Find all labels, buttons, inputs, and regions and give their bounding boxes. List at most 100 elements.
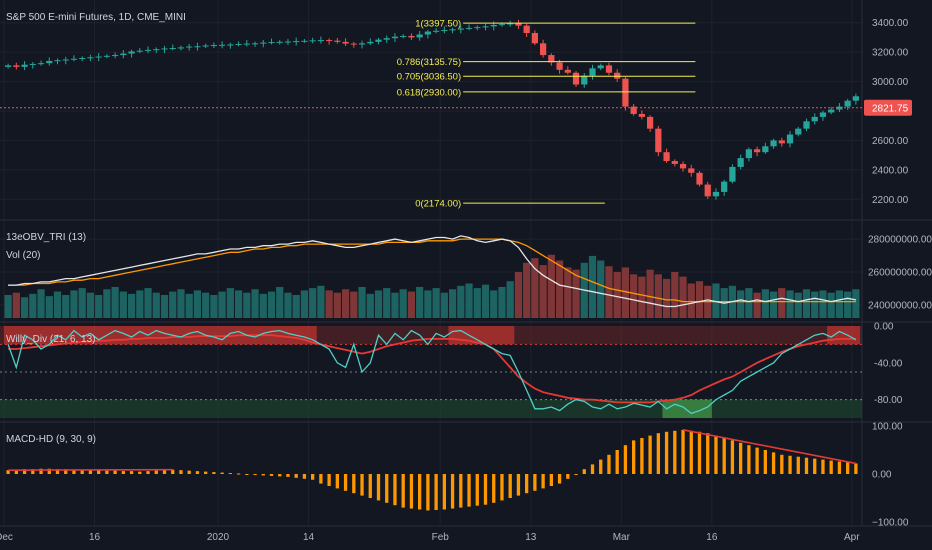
candle-body — [721, 181, 728, 192]
candle-body — [276, 41, 283, 43]
candle-body — [597, 65, 604, 69]
candle-body — [762, 146, 769, 153]
macd-histogram-bar — [352, 474, 356, 494]
macd-histogram-bar — [80, 469, 84, 474]
macd-histogram-bar — [829, 460, 833, 474]
candle-body — [112, 55, 119, 57]
macd-histogram-bar — [739, 442, 743, 474]
volume-bar — [407, 291, 416, 318]
macd-histogram-bar — [278, 474, 282, 477]
candle-body — [408, 35, 415, 38]
obv-tick-label: 280000000.00 — [868, 235, 932, 246]
macd-histogram-bar — [6, 470, 10, 474]
macd-histogram-bar — [220, 472, 224, 474]
volume-bar — [737, 290, 745, 318]
macd-histogram-bar — [615, 450, 619, 474]
volume-bar — [481, 284, 490, 318]
macd-histogram-bar — [747, 445, 751, 474]
candle-body — [210, 45, 217, 47]
macd-histogram-bar — [796, 456, 800, 474]
macd-histogram-bar — [508, 474, 512, 498]
macd-histogram-bar — [146, 471, 150, 474]
volume-bar — [95, 295, 103, 318]
candle-body — [819, 112, 827, 117]
macd-indicator-title[interactable]: MACD-HD (9, 30, 9) — [6, 434, 96, 445]
candle-body — [161, 48, 168, 50]
symbol-title[interactable]: S&P 500 E-mini Futures, 1D, CME_MINI — [6, 12, 186, 23]
volume-bar — [465, 283, 473, 318]
volume-bar — [276, 286, 284, 318]
candle-body — [745, 149, 752, 159]
volume-bar — [440, 292, 448, 318]
macd-histogram-bar — [681, 429, 685, 474]
candle-body — [235, 44, 242, 46]
macd-histogram-bar — [813, 458, 817, 474]
willy-y-axis: 0.00 -40.00 -80.00 — [874, 322, 903, 407]
macd-histogram — [6, 429, 858, 511]
volume-bar — [284, 292, 292, 318]
candle-body — [400, 35, 407, 37]
volume-bar — [646, 269, 654, 318]
price-tick-label: 2200.00 — [872, 195, 909, 206]
volume-bar — [185, 293, 193, 318]
macd-divergence-line — [682, 429, 857, 465]
candle-body — [251, 43, 259, 45]
x-tick-label: 16 — [89, 532, 101, 543]
volume-bar — [662, 278, 671, 318]
macd-histogram-bar — [335, 474, 339, 489]
volume-bar — [78, 288, 86, 318]
volume-bar — [778, 288, 786, 318]
macd-histogram-bar — [450, 474, 455, 509]
macd-histogram-bar — [854, 463, 858, 474]
macd-histogram-bar — [236, 473, 241, 475]
macd-histogram-bar — [516, 474, 521, 496]
obv-tick-label: 260000000.00 — [868, 268, 932, 279]
volume-bar — [119, 291, 127, 318]
volume-indicator-title[interactable]: Vol (20) — [6, 250, 40, 261]
obv-line — [8, 235, 857, 308]
volume-bar — [4, 295, 12, 318]
volume-bar — [325, 290, 333, 318]
pane-separators — [0, 0, 932, 527]
volume-bar — [852, 289, 860, 318]
willy-zones — [0, 326, 862, 418]
volume-bar — [811, 291, 819, 318]
macd-histogram-bar — [245, 474, 249, 475]
candle-body — [21, 64, 28, 67]
macd-histogram-bar — [253, 474, 257, 475]
candle-body — [482, 26, 489, 28]
volume-bar — [786, 290, 794, 318]
macd-histogram-bar — [599, 459, 603, 474]
volume-bar — [341, 289, 350, 318]
candle-body — [169, 48, 176, 50]
price-tick-label: 3400.00 — [872, 18, 909, 29]
candle-body — [433, 30, 440, 32]
macd-histogram-bar — [434, 474, 438, 510]
candle-body — [391, 36, 399, 39]
macd-histogram-bar — [39, 468, 43, 474]
last-price-label: 2821.75 — [872, 103, 909, 114]
candle-body — [572, 72, 580, 85]
macd-histogram-bar — [714, 435, 718, 474]
volume-bar — [572, 269, 580, 318]
willy-highlight-red — [827, 326, 860, 345]
volume-bar — [350, 291, 358, 318]
willy-indicator-title[interactable]: Willy_Div (21, 6, 13) — [6, 334, 95, 345]
macd-histogram-bar — [574, 474, 578, 475]
x-tick-label: Dec — [0, 532, 13, 543]
macd-histogram-bar — [162, 470, 167, 474]
last-price-label-bg — [864, 99, 912, 116]
obv-indicator-title[interactable]: 13eOBV_TRI (13) — [6, 232, 86, 243]
time-x-axis: Dec16202014Feb13Mar16Apr20May13 — [0, 532, 860, 543]
candle-body — [836, 106, 843, 110]
x-tick-label: 16 — [706, 532, 718, 543]
macd-histogram-bar — [500, 474, 504, 501]
candle-body — [589, 68, 596, 76]
volume-bar — [498, 286, 506, 318]
volume-bar — [613, 272, 621, 318]
volume-bar — [506, 281, 514, 318]
macd-histogram-bar — [846, 462, 850, 474]
x-tick-label: 2020 — [207, 532, 230, 543]
